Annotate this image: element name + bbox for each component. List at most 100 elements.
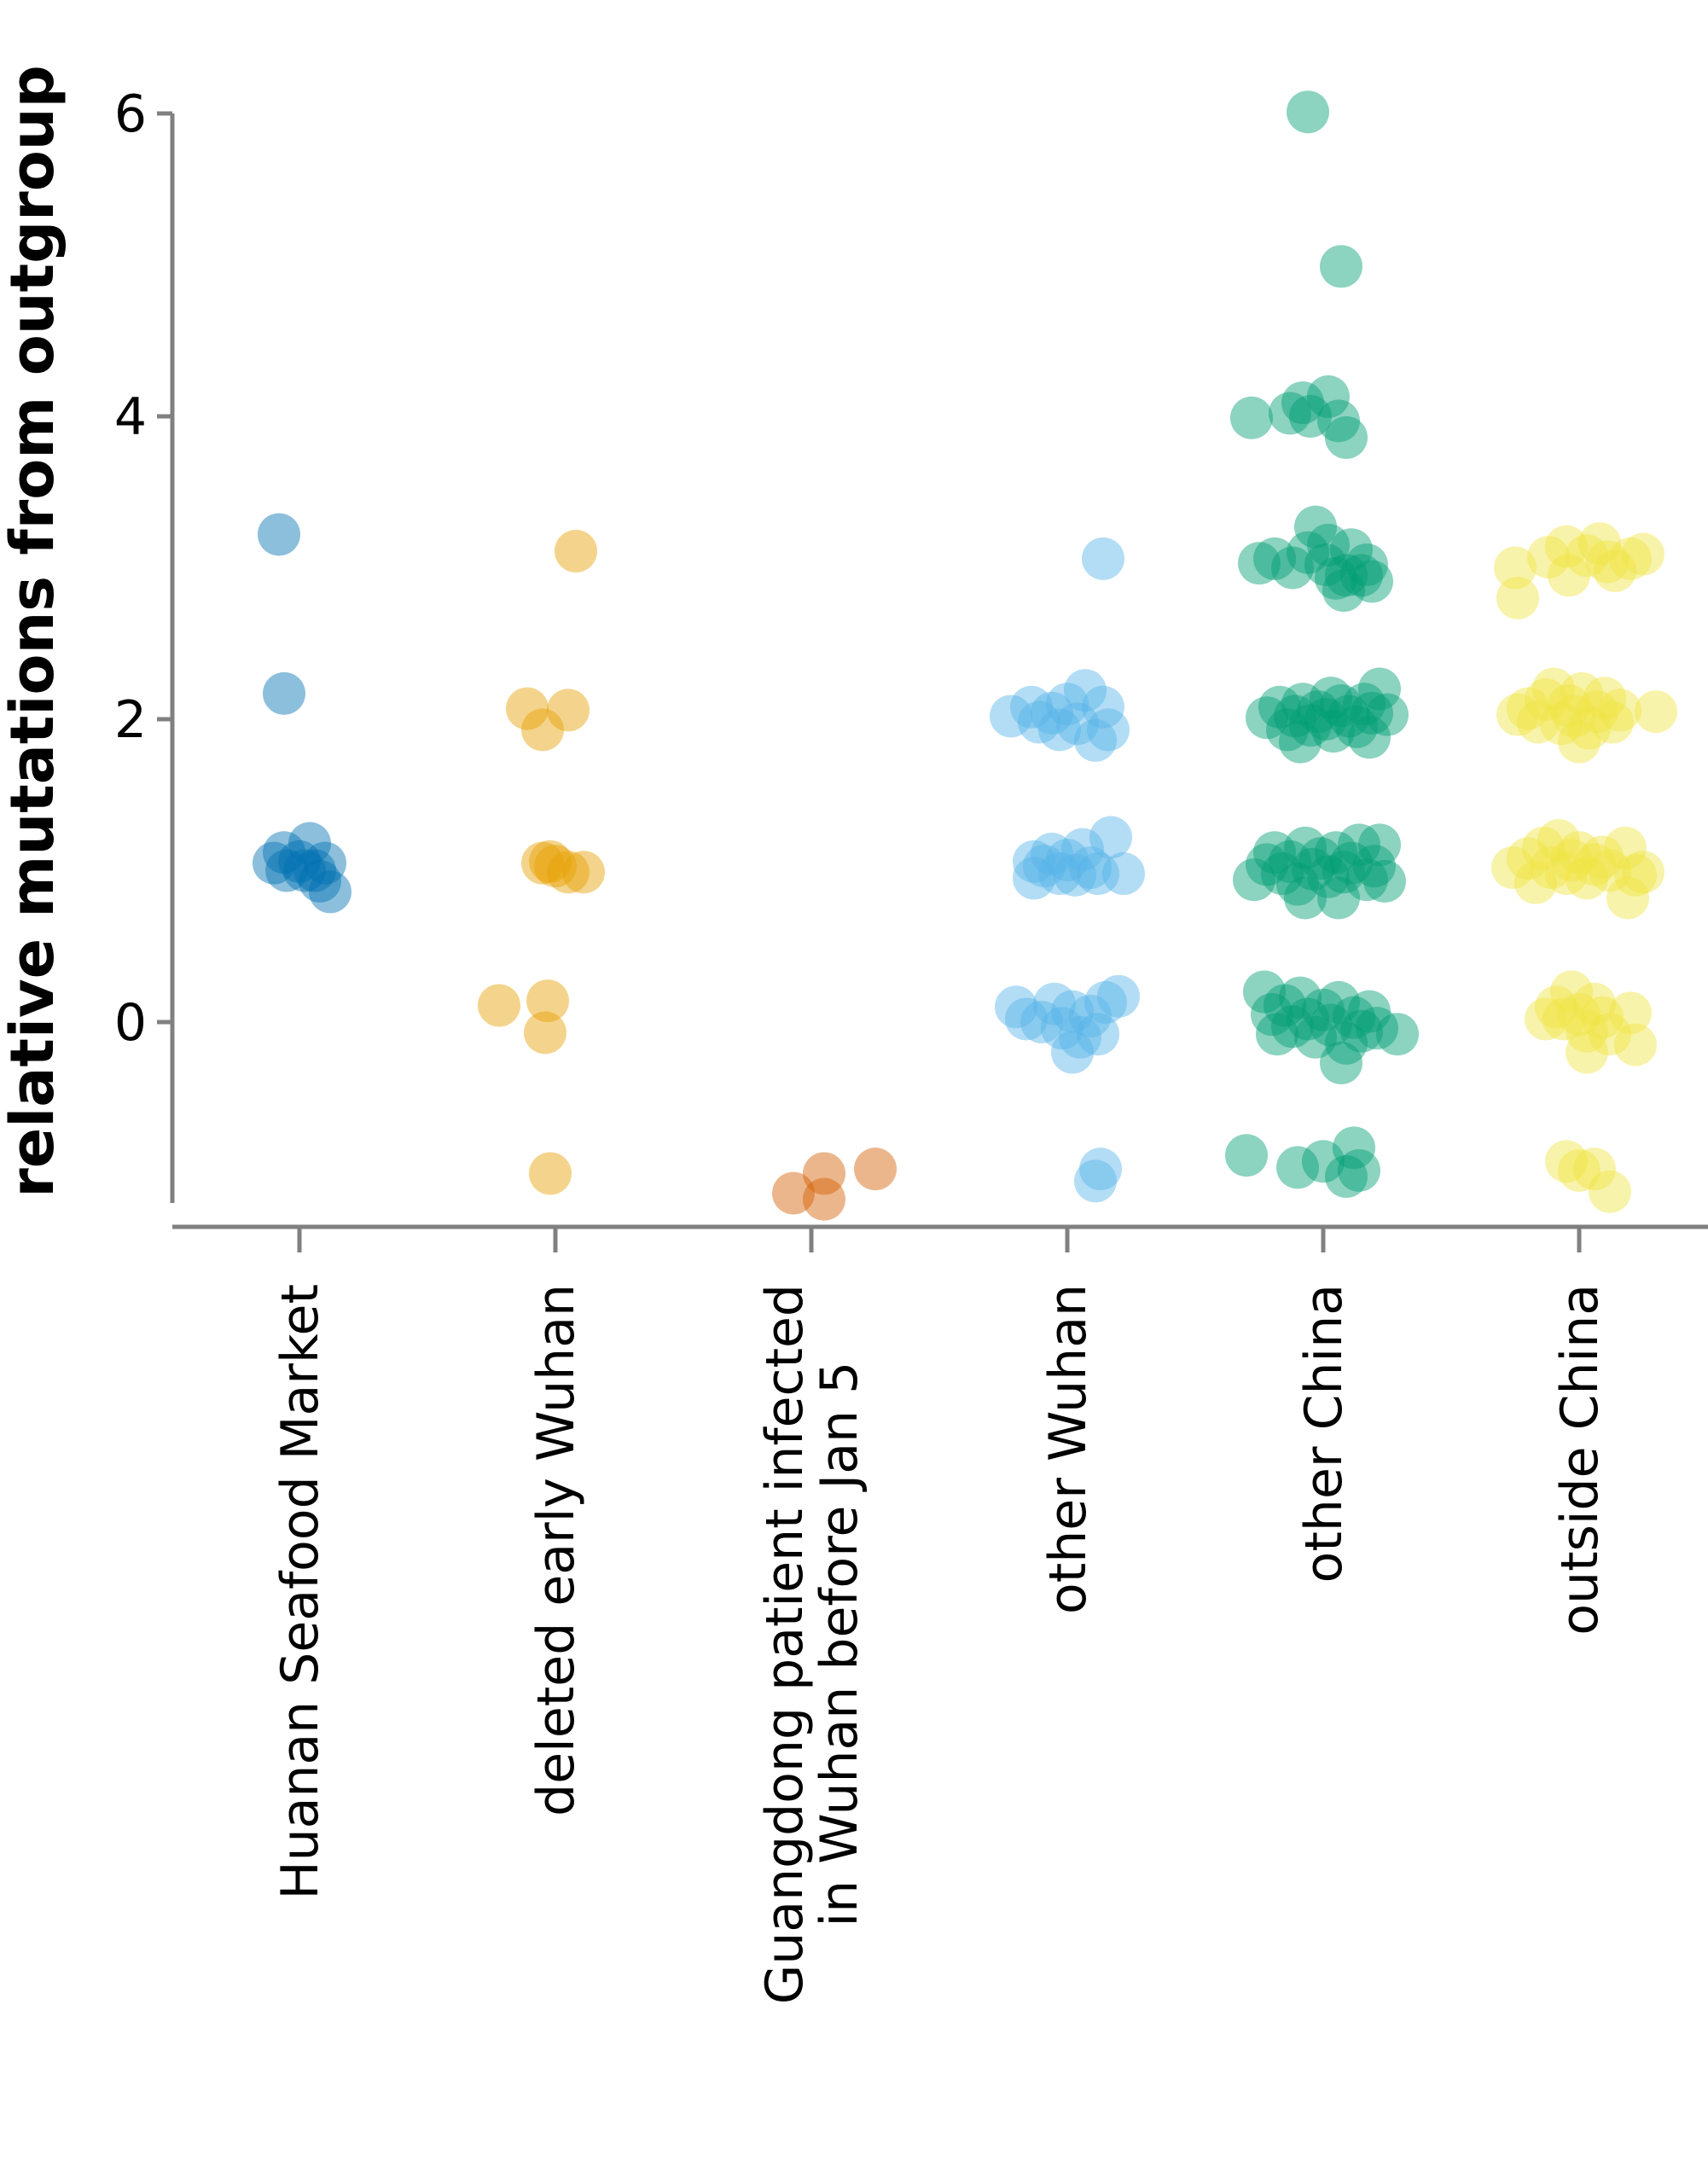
data-point [1333, 996, 1375, 1039]
data-point [1566, 1031, 1608, 1074]
data-point [1325, 554, 1368, 597]
data-point [1566, 857, 1608, 900]
data-point [1356, 1007, 1398, 1050]
data-point [1550, 970, 1593, 1014]
data-point [1292, 847, 1334, 891]
data-point [1261, 852, 1304, 896]
data-point [1330, 528, 1373, 572]
data-point [1274, 694, 1316, 738]
data-point [1566, 534, 1608, 578]
data-point [1256, 1013, 1298, 1056]
y-axis-label: relative mutations from outgroup [0, 65, 67, 1197]
data-point [1064, 669, 1107, 712]
data-point [1041, 1007, 1083, 1050]
data-point [1494, 546, 1537, 590]
data-point [1079, 1148, 1122, 1191]
data-point [1376, 1013, 1419, 1056]
data-point [534, 845, 577, 888]
data-point [1537, 819, 1580, 862]
data-point [253, 841, 295, 885]
data-point [1031, 832, 1073, 875]
data-point [1573, 1148, 1616, 1191]
data-point [521, 708, 564, 752]
x-tick-label: deleted early Wuhan [526, 1284, 586, 1816]
data-point [1307, 375, 1350, 418]
data-point [1315, 556, 1357, 600]
data-point [1589, 849, 1631, 892]
data-point [1338, 1148, 1380, 1192]
x-tick-label: outside China [1550, 1284, 1610, 1636]
data-point [1077, 852, 1119, 896]
data-point [1581, 835, 1624, 879]
data-point [309, 870, 351, 914]
data-point [1558, 1148, 1601, 1192]
data-point [1312, 710, 1355, 753]
data-point [1491, 845, 1534, 889]
data-point [1046, 683, 1089, 726]
x-axis-ticks: Huanan Seafood Market deleted early Wuhan… [270, 1227, 1610, 2004]
data-point [1287, 997, 1329, 1041]
data-point [1018, 700, 1060, 744]
x-tick-label: in Wuhan before Jan 5 [810, 1362, 869, 1927]
x-tick-label: Huanan Seafood Market [270, 1284, 330, 1900]
data-point [1089, 816, 1132, 859]
data-point [1322, 569, 1365, 613]
data-point [1496, 577, 1539, 619]
data-point [1545, 1140, 1588, 1183]
data-point [1333, 1126, 1375, 1170]
data-point [1366, 693, 1409, 736]
data-point [1238, 542, 1281, 585]
data-point [1320, 684, 1362, 728]
data-point [278, 840, 321, 883]
data-point [1253, 831, 1296, 874]
data-point [1033, 982, 1076, 1025]
data-point [1522, 826, 1565, 869]
data-point [1604, 826, 1647, 869]
data-point [1013, 840, 1055, 883]
data-point [1302, 988, 1345, 1031]
data-point [1325, 1155, 1368, 1199]
data-point [1343, 683, 1386, 726]
data-point [1310, 677, 1352, 720]
data-point [263, 671, 305, 715]
data-point [547, 689, 590, 732]
data-point [1317, 399, 1360, 443]
data-point [990, 694, 1032, 738]
data-point [1294, 1015, 1337, 1059]
data-point [1507, 837, 1549, 880]
data-point [529, 1152, 572, 1195]
data-point [1230, 396, 1273, 439]
data-point [772, 1171, 815, 1215]
series-deleted-early-wuhan [478, 529, 605, 1195]
data-point [1225, 1134, 1268, 1177]
data-point [288, 822, 331, 865]
data-point [1271, 1005, 1314, 1049]
data-point [299, 859, 341, 903]
data-point [1338, 823, 1380, 867]
data-point [521, 841, 564, 885]
data-point [1294, 505, 1337, 549]
data-point [1276, 863, 1319, 906]
data-point [1315, 831, 1357, 874]
data-point [1589, 1170, 1631, 1213]
data-point [1622, 532, 1664, 576]
data-point [1545, 525, 1588, 568]
data-point [1525, 677, 1567, 721]
data-point [1558, 831, 1601, 874]
data-point [1077, 1013, 1119, 1056]
data-point [1299, 837, 1342, 880]
data-point [1038, 708, 1081, 752]
data-point [1606, 876, 1649, 920]
data-point [1310, 1003, 1352, 1047]
data-point [1264, 984, 1306, 1027]
data-point [1281, 683, 1324, 726]
data-point [1087, 708, 1130, 752]
data-point [1320, 245, 1362, 288]
data-point [1558, 720, 1601, 764]
data-point [1317, 980, 1360, 1024]
data-point [1038, 852, 1081, 896]
data-point [1566, 1009, 1608, 1053]
data-point [1246, 843, 1288, 886]
data-point [1269, 392, 1311, 435]
